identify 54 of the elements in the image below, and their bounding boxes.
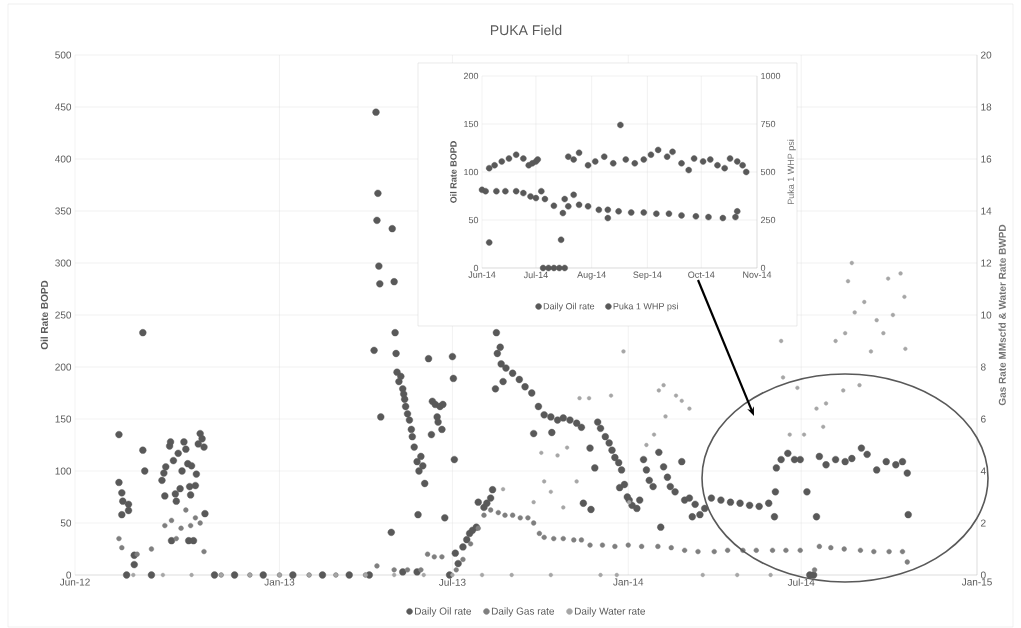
y2-tick-label: 8 (980, 363, 986, 371)
y2-tick-label: 1000 (761, 72, 781, 80)
y2-tick-label: 0 (980, 571, 986, 579)
y-tick-label: 150 (464, 120, 479, 128)
y-tick-label: 200 (55, 363, 72, 371)
chart-title: PUKA Field (490, 24, 562, 36)
y2-tick-label: 250 (760, 216, 776, 224)
y-tick-label: 50 (60, 519, 72, 527)
y2-tick-label: 500 (760, 168, 776, 176)
x-tick-label: Sep-14 (633, 271, 662, 280)
y-axis-title: Oil Rate BOPD (450, 141, 457, 203)
y-tick-label: 500 (55, 51, 72, 59)
y-tick-label: 100 (464, 168, 479, 176)
y2-tick-label: 0 (760, 264, 766, 272)
y-axis-title: Oil Rate BOPD (40, 280, 48, 350)
legend-label: Daily Oil rate (415, 607, 472, 617)
x-tick-label: Jun-14 (468, 271, 496, 278)
y2-tick-label: 4 (980, 467, 986, 475)
y2-tick-label: 18 (981, 103, 992, 111)
y-tick-label: 0 (66, 571, 72, 579)
y-tick-label: 200 (463, 72, 479, 80)
y-tick-label: 0 (473, 264, 479, 272)
y-tick-label: 450 (55, 103, 72, 111)
y-tick-label: 350 (55, 207, 72, 215)
y2-tick-label: 20 (981, 51, 992, 59)
x-tick-label: Jan-13 (264, 578, 295, 586)
y2-axis-title: Gas Rate MMscfd & Water Rate BWPD (998, 224, 1006, 406)
legend-label: Daily Gas rate (491, 607, 555, 617)
y2-tick-label: 14 (981, 207, 992, 215)
y2-tick-label: 750 (761, 120, 776, 128)
x-tick-label: Jun-12 (59, 578, 90, 586)
y2-tick-label: 2 (981, 519, 986, 527)
x-tick-label: Aug-14 (577, 271, 606, 280)
y-tick-label: 50 (468, 216, 479, 224)
x-tick-label: Jul-13 (438, 578, 466, 586)
y2-axis-title: Puka 1 WHP psi (787, 139, 796, 205)
y2-tick-label: 12 (981, 259, 992, 267)
y-tick-label: 250 (55, 311, 72, 319)
y2-tick-label: 10 (981, 311, 992, 319)
y2-tick-label: 16 (981, 155, 992, 163)
y-tick-label: 100 (55, 467, 72, 475)
x-tick-label: Jul-14 (523, 271, 548, 279)
legend-label: Puka 1 WHP psi (613, 302, 678, 312)
legend-label: Daily Oil rate (543, 302, 595, 312)
legend-label: Daily Water rate (574, 607, 646, 617)
x-tick-label: Jan-14 (613, 578, 644, 586)
y2-tick-label: 6 (981, 415, 986, 423)
x-tick-label: Jan-15 (961, 578, 992, 586)
y-tick-label: 300 (55, 259, 72, 267)
x-tick-label: Nov-14 (743, 271, 772, 278)
y-tick-label: 150 (55, 415, 72, 423)
x-tick-label: Jul-14 (787, 578, 815, 586)
y-tick-label: 400 (55, 155, 72, 163)
x-tick-label: Oct-14 (688, 271, 715, 278)
